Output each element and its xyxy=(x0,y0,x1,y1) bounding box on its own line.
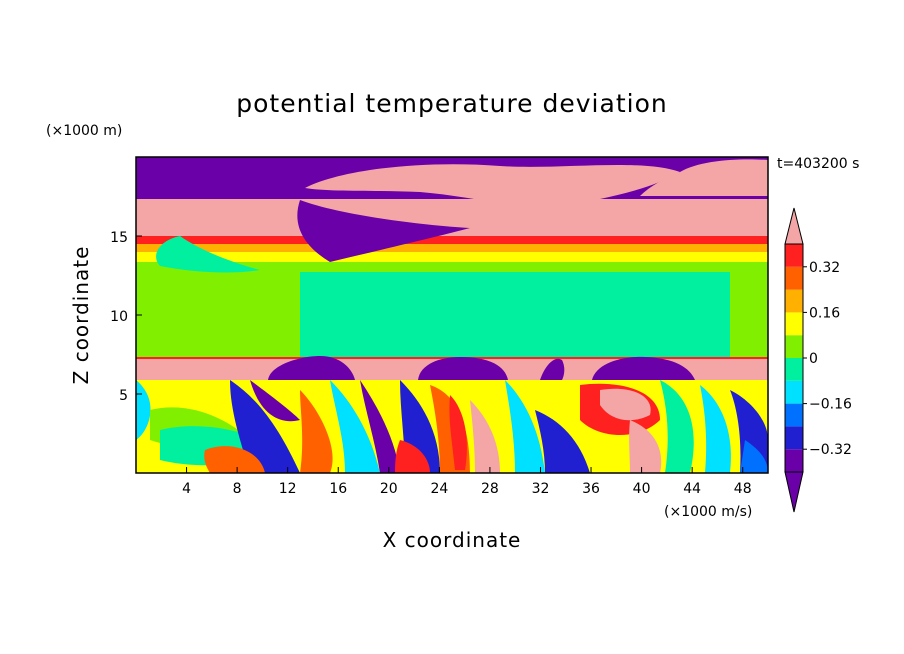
x-tick-label: 8 xyxy=(233,481,242,497)
x-tick-label: 4 xyxy=(182,481,191,497)
y-axis: 5 10 15 xyxy=(110,230,142,404)
x-tick-label: 36 xyxy=(582,481,600,497)
x-tick-label: 24 xyxy=(430,481,448,497)
bl-purple-2 xyxy=(360,380,400,473)
x-tick-label: 28 xyxy=(481,481,499,497)
y-axis-label: Z coordinate xyxy=(69,246,93,385)
x-tick-label: 32 xyxy=(532,481,550,497)
colorbar-segment xyxy=(785,244,803,267)
colorbar-segment xyxy=(785,358,803,381)
colorbar-label: 0.32 xyxy=(809,260,840,276)
layer-orange xyxy=(136,244,768,252)
x-axis: 4 8 12 16 20 24 28 32 36 40 44 48 xyxy=(182,467,752,497)
layer-red xyxy=(136,236,768,244)
time-label: t=403200 s xyxy=(777,156,859,172)
bl-blue-5 xyxy=(740,440,768,473)
x-tick-label: 48 xyxy=(734,481,752,497)
upper-warm-tongue xyxy=(305,164,680,207)
layer-mid-negative xyxy=(300,270,730,360)
cold-dome-2 xyxy=(418,357,508,380)
colorbar-label: 0.16 xyxy=(809,305,840,321)
x-tick-label: 40 xyxy=(633,481,651,497)
colorbar-over-triangle xyxy=(784,207,804,245)
bl-red-1 xyxy=(449,395,467,470)
colorbar-segment xyxy=(785,426,803,450)
colorbar-segment xyxy=(785,403,803,427)
bl-orange-3 xyxy=(204,446,265,473)
x-tick-label: 44 xyxy=(683,481,701,497)
colorbar-label: −0.16 xyxy=(809,397,852,413)
bl-cyan-3 xyxy=(505,380,545,473)
colorbar-label: 0 xyxy=(809,351,818,367)
cold-dome-4 xyxy=(540,358,565,380)
colorbar-segment xyxy=(785,266,803,290)
cold-dome-3 xyxy=(592,356,695,380)
x-tick-label: 20 xyxy=(380,481,398,497)
contour-field xyxy=(136,157,768,473)
colorbar-segment xyxy=(785,380,803,404)
x-unit-label: (×1000 m/s) xyxy=(664,504,752,520)
bl-pink-2 xyxy=(600,388,651,421)
colorbar-segment xyxy=(785,335,803,358)
bl-cyan-2 xyxy=(330,380,380,473)
bl-purple-1 xyxy=(250,380,300,422)
bl-cyan-left xyxy=(136,380,151,440)
y-tick-label: 15 xyxy=(110,230,128,246)
layer-yellow xyxy=(136,252,768,262)
upper-warm-right xyxy=(640,159,768,196)
x-tick-label: 12 xyxy=(279,481,297,497)
colorbar-segment xyxy=(785,312,803,336)
bl-pink-3 xyxy=(629,420,662,473)
bl-orange-1 xyxy=(300,390,333,473)
upper-cold-intrusion xyxy=(297,200,470,262)
bl-red-3 xyxy=(395,440,430,473)
x-axis-label: X coordinate xyxy=(383,528,522,552)
chart-title: potential temperature deviation xyxy=(236,89,667,118)
bl-teal-2 xyxy=(660,380,694,473)
colorbar-under-triangle xyxy=(784,471,804,513)
y-tick-label: 10 xyxy=(110,309,128,325)
bl-pink-1 xyxy=(470,400,500,473)
y-unit-label: (×1000 m) xyxy=(46,123,122,139)
layer-mid-upper xyxy=(136,262,768,272)
cold-dome-1 xyxy=(268,356,355,380)
mid-left-patch xyxy=(156,236,260,273)
colorbar-segment xyxy=(785,449,803,472)
x-tick-label: 16 xyxy=(329,481,347,497)
bl-blue-3 xyxy=(535,410,590,473)
colorbar: 0.32 0.16 0 −0.16 −0.32 xyxy=(784,207,852,513)
y-tick-label: 5 xyxy=(119,388,128,404)
bl-blue-1 xyxy=(230,380,300,473)
colorbar-segment xyxy=(785,289,803,313)
colorbar-label: −0.32 xyxy=(809,442,852,458)
bl-cyan-4 xyxy=(700,385,731,473)
